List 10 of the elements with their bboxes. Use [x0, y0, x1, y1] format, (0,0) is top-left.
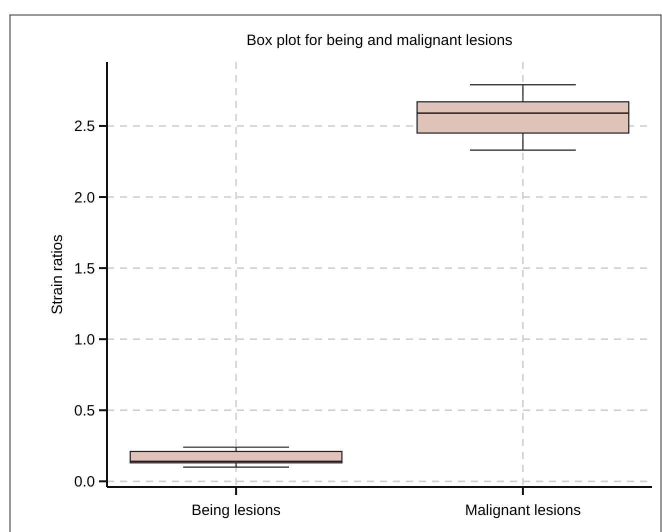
y-axis-title: Strain ratios: [49, 234, 66, 315]
x-tick-label: Malignant lesions: [464, 502, 581, 519]
y-tick-label: 0.5: [74, 402, 95, 420]
chart-title: Box plot for being and malignant lesions: [246, 32, 513, 49]
y-tick-label: 0.0: [74, 474, 95, 491]
y-tick-label: 1.5: [74, 260, 95, 278]
y-tick-label: 2.0: [74, 189, 95, 206]
y-tick-label: 2.5: [74, 118, 95, 136]
y-tick-label: 1.0: [74, 331, 95, 348]
x-tick-label: Being lesions: [191, 502, 281, 519]
